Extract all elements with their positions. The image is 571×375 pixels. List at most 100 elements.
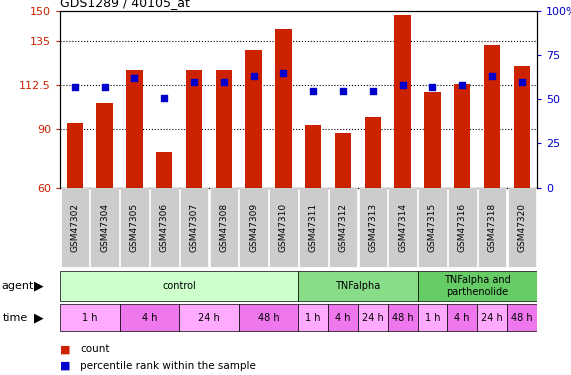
Bar: [246, 50, 262, 188]
Bar: [275, 29, 292, 188]
Text: 4 h: 4 h: [142, 313, 157, 323]
FancyBboxPatch shape: [210, 188, 238, 267]
Text: percentile rank within the sample: percentile rank within the sample: [80, 361, 256, 370]
FancyBboxPatch shape: [328, 304, 358, 332]
Text: GSM47310: GSM47310: [279, 203, 288, 252]
FancyBboxPatch shape: [448, 188, 477, 267]
FancyBboxPatch shape: [90, 188, 119, 267]
Bar: [67, 123, 83, 188]
FancyBboxPatch shape: [447, 304, 477, 332]
FancyBboxPatch shape: [150, 188, 179, 267]
Text: 1 h: 1 h: [425, 313, 440, 323]
Text: 24 h: 24 h: [198, 313, 220, 323]
Text: GSM47314: GSM47314: [398, 203, 407, 252]
FancyBboxPatch shape: [60, 271, 299, 301]
Text: ■: ■: [60, 361, 70, 370]
FancyBboxPatch shape: [388, 188, 417, 267]
FancyBboxPatch shape: [417, 271, 537, 301]
Text: GSM47311: GSM47311: [309, 203, 317, 252]
Bar: [395, 15, 411, 188]
FancyBboxPatch shape: [119, 304, 179, 332]
Point: [70, 84, 79, 90]
Text: GSM47304: GSM47304: [100, 203, 109, 252]
Text: 4 h: 4 h: [335, 313, 351, 323]
Text: GSM47320: GSM47320: [517, 203, 526, 252]
FancyBboxPatch shape: [299, 304, 328, 332]
Point: [279, 70, 288, 76]
Text: GSM47306: GSM47306: [160, 203, 169, 252]
Point: [190, 79, 199, 85]
Point: [309, 88, 318, 94]
Text: GSM47318: GSM47318: [488, 203, 497, 252]
Bar: [96, 103, 113, 188]
Text: GSM47312: GSM47312: [339, 203, 348, 252]
Point: [160, 94, 169, 100]
FancyBboxPatch shape: [417, 304, 447, 332]
Bar: [305, 125, 321, 188]
Text: count: count: [80, 345, 110, 354]
FancyBboxPatch shape: [239, 304, 299, 332]
Text: GSM47308: GSM47308: [219, 203, 228, 252]
Point: [488, 74, 497, 80]
Point: [219, 79, 228, 85]
Text: 48 h: 48 h: [511, 313, 533, 323]
FancyBboxPatch shape: [61, 188, 89, 267]
FancyBboxPatch shape: [179, 304, 239, 332]
Text: time: time: [3, 313, 28, 323]
Bar: [365, 117, 381, 188]
FancyBboxPatch shape: [388, 304, 417, 332]
Bar: [186, 70, 202, 188]
Point: [339, 88, 348, 94]
FancyBboxPatch shape: [359, 188, 387, 267]
Bar: [514, 66, 530, 188]
FancyBboxPatch shape: [299, 271, 417, 301]
Bar: [454, 84, 471, 188]
FancyBboxPatch shape: [478, 188, 506, 267]
Point: [249, 74, 258, 80]
Point: [100, 84, 109, 90]
Text: 24 h: 24 h: [362, 313, 384, 323]
Bar: [156, 152, 172, 188]
Text: GSM47313: GSM47313: [368, 203, 377, 252]
FancyBboxPatch shape: [60, 304, 119, 332]
Point: [130, 75, 139, 81]
FancyBboxPatch shape: [180, 188, 208, 267]
FancyBboxPatch shape: [507, 304, 537, 332]
Point: [517, 79, 526, 85]
Text: control: control: [162, 281, 196, 291]
Text: TNFalpha and
parthenolide: TNFalpha and parthenolide: [444, 275, 510, 297]
FancyBboxPatch shape: [329, 188, 357, 267]
Text: GDS1289 / 40105_at: GDS1289 / 40105_at: [60, 0, 190, 9]
Bar: [216, 70, 232, 188]
Text: GSM47315: GSM47315: [428, 203, 437, 252]
Point: [458, 82, 467, 88]
FancyBboxPatch shape: [418, 188, 447, 267]
Bar: [126, 70, 143, 188]
FancyBboxPatch shape: [358, 304, 388, 332]
Text: 1 h: 1 h: [82, 313, 98, 323]
Text: agent: agent: [1, 281, 34, 291]
Point: [398, 82, 407, 88]
Text: 48 h: 48 h: [392, 313, 413, 323]
Bar: [335, 133, 351, 188]
Text: 1 h: 1 h: [305, 313, 321, 323]
Text: 4 h: 4 h: [455, 313, 470, 323]
Point: [368, 88, 377, 94]
FancyBboxPatch shape: [239, 188, 268, 267]
Point: [428, 84, 437, 90]
Text: GSM47309: GSM47309: [249, 203, 258, 252]
Text: GSM47316: GSM47316: [458, 203, 467, 252]
FancyBboxPatch shape: [477, 304, 507, 332]
Text: 24 h: 24 h: [481, 313, 503, 323]
FancyBboxPatch shape: [120, 188, 149, 267]
Text: TNFalpha: TNFalpha: [335, 281, 380, 291]
Bar: [424, 92, 441, 188]
Text: GSM47307: GSM47307: [190, 203, 199, 252]
Text: GSM47302: GSM47302: [70, 203, 79, 252]
Text: ▶: ▶: [34, 279, 44, 292]
Text: GSM47305: GSM47305: [130, 203, 139, 252]
Bar: [484, 45, 500, 188]
Text: ■: ■: [60, 345, 70, 354]
FancyBboxPatch shape: [269, 188, 297, 267]
Text: ▶: ▶: [34, 311, 44, 324]
